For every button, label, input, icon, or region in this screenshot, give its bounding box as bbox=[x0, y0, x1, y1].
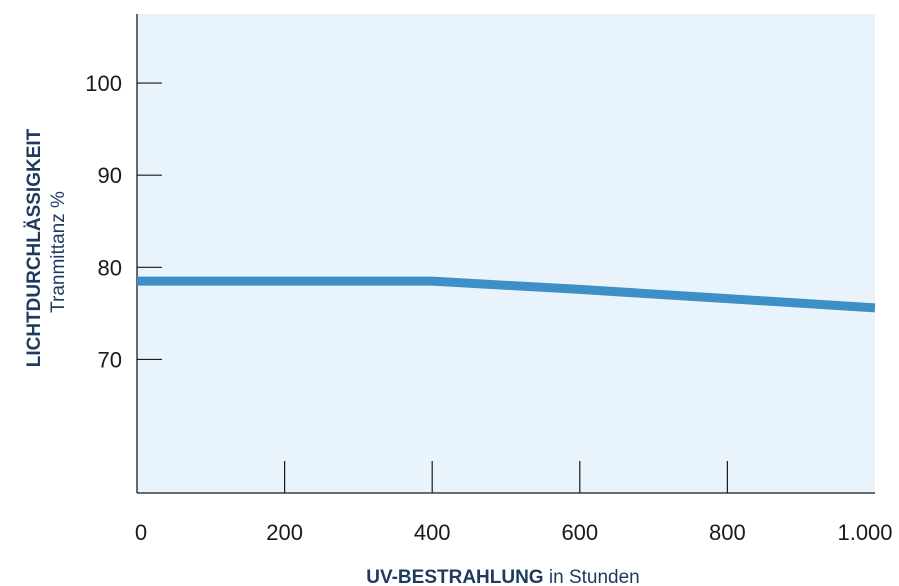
x-axis-ticks bbox=[284, 461, 729, 493]
x-tick-label: 1.000 bbox=[837, 520, 892, 545]
x-tick-label: 200 bbox=[266, 520, 303, 545]
y-axis-subtitle: Tranmittanz % bbox=[48, 191, 69, 313]
y-tick-label: 80 bbox=[98, 255, 122, 280]
y-axis-ticks bbox=[137, 82, 162, 361]
x-axis-title: UV-BESTRAHLUNG in Stunden bbox=[366, 567, 639, 586]
y-tick-label: 90 bbox=[98, 163, 122, 188]
x-axis-title-rest: in Stunden bbox=[544, 567, 640, 586]
x-tick-label: 600 bbox=[561, 520, 598, 545]
x-tick-label: 800 bbox=[709, 520, 746, 545]
plot-background bbox=[137, 14, 875, 493]
x-axis-tick-labels: 0 200 400 600 800 1.000 bbox=[135, 520, 893, 545]
x-axis-title-bold: UV-BESTRAHLUNG bbox=[366, 567, 543, 586]
y-tick-label: 70 bbox=[98, 347, 122, 372]
x-tick-label: 400 bbox=[414, 520, 451, 545]
y-axis-title: LICHTDURCHLÄSSIGKEIT bbox=[24, 128, 45, 367]
y-axis-tick-labels: 70 80 90 100 bbox=[85, 71, 122, 372]
x-tick-label: 0 bbox=[135, 520, 147, 545]
series-line bbox=[137, 276, 876, 313]
y-tick-label: 100 bbox=[85, 71, 122, 96]
